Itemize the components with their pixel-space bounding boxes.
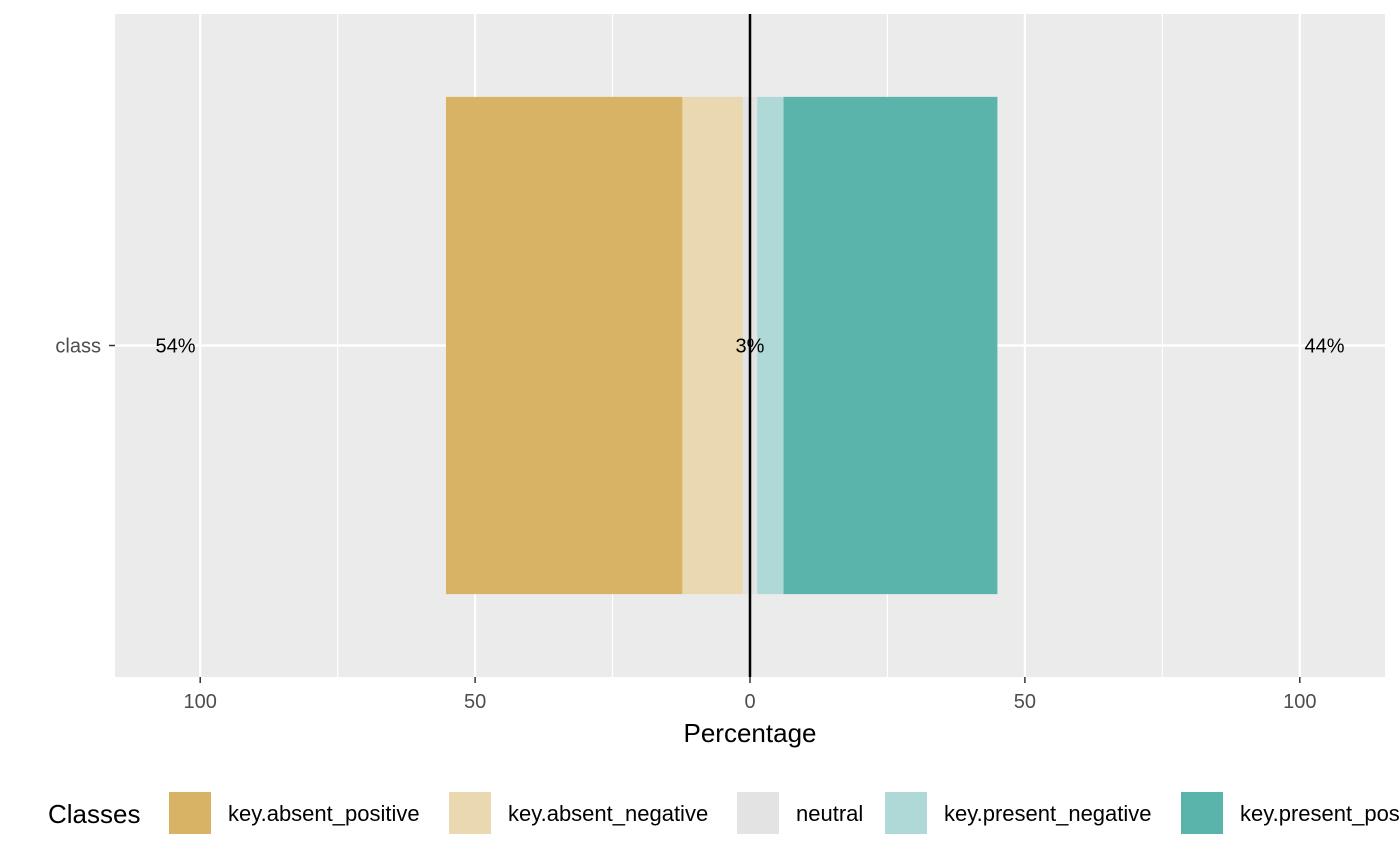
bar-segments — [445, 96, 998, 595]
x-axis-title: Percentage — [684, 718, 817, 748]
legend-label-key.present_negative: key.present_negative — [944, 801, 1152, 826]
x-tick-label: 50 — [1014, 691, 1036, 713]
legend-label-key.absent_negative: key.absent_negative — [508, 801, 708, 826]
legend-swatch-key.absent_negative — [447, 790, 493, 836]
x-axis-ticks: 100 50 0 50 100 — [184, 677, 1316, 713]
left-percentage-label: 54% — [155, 336, 195, 358]
legend: Classes key.absent_positive key.absent_ne… — [48, 790, 1400, 836]
x-tick-label: 100 — [184, 691, 217, 713]
x-tick-label: 100 — [1283, 691, 1316, 713]
legend-swatch-key.present_positive — [1179, 790, 1225, 836]
x-tick-label: 50 — [464, 691, 486, 713]
bar-key.present_positive — [783, 96, 998, 595]
legend-label-key.absent_positive: key.absent_positive — [228, 801, 420, 826]
bar-key.absent_positive — [445, 96, 683, 595]
bar-key.absent_negative — [682, 96, 743, 595]
legend-label-key.present_positive: key.present_positive — [1240, 801, 1400, 826]
right-percentage-label: 44% — [1305, 336, 1345, 358]
percentage-labels: 54% 3% 44% — [155, 336, 1344, 358]
legend-swatch-neutral — [735, 790, 781, 836]
legend-swatch-key.absent_positive — [167, 790, 213, 836]
y-axis-ticks: class — [55, 336, 115, 358]
center-percentage-label: 3% — [736, 336, 765, 358]
bar-key.present_negative — [757, 96, 784, 595]
legend-swatch-key.present_negative — [883, 790, 929, 836]
x-tick-label: 0 — [744, 691, 755, 713]
legend-label-neutral: neutral — [796, 801, 863, 826]
y-tick-label: class — [55, 336, 101, 358]
legend-title: Classes — [48, 799, 140, 829]
